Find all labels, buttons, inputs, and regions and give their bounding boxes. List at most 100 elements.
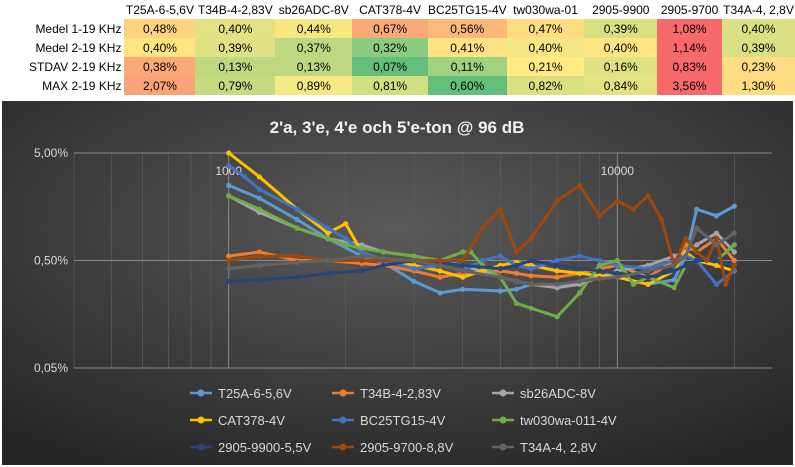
- data-point: [528, 257, 534, 264]
- data-point: [731, 242, 737, 248]
- data-point: [731, 230, 737, 236]
- data-point: [614, 257, 620, 264]
- row-label: MAX 2-19 KHz: [42, 78, 122, 93]
- table-cell: 0,41%: [427, 38, 507, 57]
- data-point: [731, 249, 737, 255]
- data-point: [437, 290, 443, 296]
- table-cell: 0,89%: [275, 76, 353, 95]
- table-cell: 0,37%: [275, 38, 353, 57]
- column-header: BC25TG15-4V: [427, 2, 507, 17]
- distortion-line-chart: 2'a, 3'e, 4'e och 5'e-ton @ 96 dB 5,00% 0…: [2, 101, 793, 465]
- data-point: [460, 249, 466, 255]
- data-point: [683, 262, 689, 268]
- data-point: [513, 270, 519, 276]
- data-point: [359, 245, 365, 251]
- series-line: [227, 194, 736, 319]
- legend-label: 2905-9900-5,5V: [218, 440, 312, 455]
- legend: T25A-6-5,6V T34B-4-2,83V sb26ADC-8V CAT378-…: [190, 386, 617, 455]
- column-header: 2905-9900: [592, 2, 650, 17]
- data-point: [713, 230, 720, 236]
- data-point: [294, 259, 300, 265]
- legend-label: sb26ADC-8V: [520, 386, 596, 401]
- legend-item: T34A-4, 2,8V: [492, 440, 597, 455]
- data-point: [671, 285, 677, 291]
- legend-label: tw030wa-011-4V: [520, 413, 617, 428]
- data-point: [694, 257, 700, 264]
- table-cell: 0,40%: [124, 38, 196, 57]
- series-lines: [226, 150, 737, 320]
- legend-swatch-marker: [197, 416, 205, 424]
- column-header: T25A-6-5,6V: [125, 2, 194, 17]
- series-8: [226, 225, 737, 287]
- table-cell: 3,56%: [657, 76, 722, 95]
- data-point: [513, 249, 519, 255]
- legend-label: T34B-4-2,83V: [360, 386, 441, 401]
- table-cell: 2,07%: [124, 76, 196, 95]
- data-point: [460, 286, 466, 292]
- data-point: [614, 270, 620, 276]
- data-point: [630, 206, 637, 212]
- column-header: 2905-9700: [660, 2, 719, 17]
- data-point: [343, 221, 349, 227]
- table-cell: 0,81%: [352, 76, 428, 95]
- legend-item: BC25TG15-4V: [332, 413, 446, 428]
- data-point: [554, 314, 560, 320]
- data-point: [380, 256, 386, 262]
- data-point: [683, 236, 689, 242]
- table-cell: 0,84%: [584, 76, 658, 95]
- data-point: [497, 266, 503, 272]
- table-cell: 0,13%: [275, 57, 353, 76]
- data-point: [554, 257, 560, 264]
- data-point: [437, 268, 443, 274]
- data-point: [411, 257, 417, 264]
- series-line: [227, 259, 736, 283]
- axes: 5,00% 0,50% 0,05% 1000 10000: [34, 146, 634, 375]
- data-point: [645, 268, 651, 274]
- table-cell: 0,60%: [427, 76, 507, 95]
- table-cell: 0,32%: [352, 38, 428, 57]
- data-point: [497, 274, 503, 280]
- column-header: CAT378-4V: [359, 2, 421, 17]
- legend-label: T25A-6-5,6V: [218, 386, 292, 401]
- data-point: [528, 281, 534, 287]
- legend-item: 2905-9900-5,5V: [190, 440, 312, 455]
- table-cell: 0,40%: [584, 38, 658, 57]
- data-point: [513, 262, 519, 268]
- legend-item: sb26ADC-8V: [492, 386, 596, 401]
- data-point: [294, 225, 300, 231]
- data-point: [497, 288, 503, 294]
- data-point: [731, 262, 737, 268]
- data-point: [226, 193, 232, 199]
- data-point: [460, 268, 466, 274]
- data-point: [596, 213, 603, 219]
- data-point: [528, 266, 534, 272]
- data-point: [325, 236, 331, 242]
- table-cell: 0,40%: [722, 19, 795, 38]
- data-point: [479, 268, 486, 274]
- column-header: T34B-4-2,83V: [198, 2, 273, 17]
- table-cell: 0,67%: [352, 19, 428, 38]
- data-point: [411, 278, 417, 284]
- data-point: [513, 286, 519, 292]
- data-point: [554, 198, 560, 204]
- table-cell: 0,11%: [427, 57, 507, 76]
- data-point: [554, 281, 560, 287]
- data-point: [325, 225, 331, 231]
- table-cell: 1,30%: [722, 76, 795, 95]
- data-point: [460, 257, 466, 264]
- legend-label: BC25TG15-4V: [360, 413, 446, 428]
- data-point: [359, 257, 365, 264]
- table-cell: 0,07%: [352, 57, 428, 76]
- data-point: [226, 253, 232, 259]
- data-point: [256, 174, 262, 180]
- data-point: [713, 257, 720, 264]
- data-point: [694, 249, 700, 255]
- data-point: [577, 278, 583, 284]
- data-point: [528, 305, 534, 311]
- data-point: [437, 257, 443, 264]
- data-point: [614, 274, 620, 280]
- data-point: [256, 206, 262, 212]
- legend-swatch-marker: [339, 389, 347, 397]
- legend-label: 2905-9700-8,8V: [360, 440, 454, 455]
- data-point: [294, 217, 300, 223]
